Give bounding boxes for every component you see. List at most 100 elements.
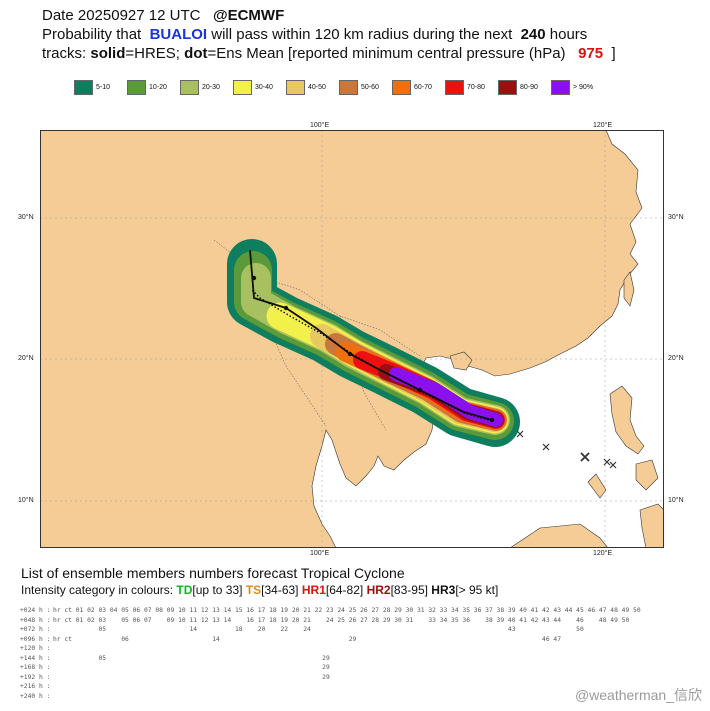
row-label: +168 h :: [20, 664, 51, 671]
row-values: hr ct 01 02 03 04 05 06 07 08 09 10 11 1…: [53, 607, 641, 614]
legend-item: 80-90: [498, 80, 542, 95]
map-frame: [40, 130, 664, 548]
row-values: 05 29: [53, 654, 330, 662]
legend-label: 70-80: [467, 84, 485, 91]
hr2-label: HR2: [366, 583, 391, 597]
legend-swatch: [74, 80, 93, 95]
legend-label: 50-60: [361, 84, 379, 91]
hr1-label: HR1: [301, 583, 326, 597]
legend-item: 70-80: [445, 80, 489, 95]
row-label: +096 h :: [20, 635, 51, 643]
legend-label: 80-90: [520, 84, 538, 91]
track-points: [251, 275, 495, 423]
lat-label-left: 10°N: [18, 497, 34, 504]
table-row: +168 h : 29: [20, 663, 641, 673]
legend-item: 40-50: [286, 80, 330, 95]
ts-label: TS: [245, 583, 262, 597]
lon-label-bottom: 100°E: [310, 550, 330, 557]
pressure-value: 975: [578, 45, 604, 62]
row-values: 29: [53, 664, 330, 671]
table-row: +096 h : hr ct 06 14 29 46 47: [20, 635, 641, 645]
lat-label-left: 20°N: [18, 355, 34, 362]
legend-swatch: [498, 80, 517, 95]
row-values: 29: [53, 673, 330, 681]
other-storm-markers: [516, 430, 617, 469]
legend-item: 50-60: [339, 80, 383, 95]
ensemble-list-title: List of ensemble members numbers forecas…: [21, 565, 405, 581]
philippines-mindanao: [639, 503, 664, 548]
legend-label: 10-20: [149, 84, 167, 91]
legend-label: 20-30: [202, 84, 220, 91]
taiwan-island: [623, 271, 635, 307]
hours-value: 240: [520, 26, 546, 43]
borneo-land: [509, 523, 609, 548]
legend-swatch: [392, 80, 411, 95]
legend-label: 40-50: [308, 84, 326, 91]
table-row: +048 h : hr ct 01 02 03 05 06 07 09 10 11…: [20, 616, 641, 626]
header-line-1: Date 20250927 12 UTC @ECMWF: [42, 6, 284, 25]
row-label: +216 h :: [20, 683, 51, 690]
lat-label-right: 30°N: [668, 214, 684, 221]
row-values: hr ct 01 02 03 05 06 07 09 10 11 12 13 1…: [53, 616, 630, 624]
header-text: Probability that: [42, 26, 142, 43]
table-row: +216 h :: [20, 682, 641, 692]
storm-name: BUALOI: [149, 26, 208, 43]
header-line-3: tracks: solid=HRES; dot=Ens Mean [report…: [42, 44, 616, 63]
legend-label: 5-10: [96, 84, 111, 91]
lat-label-left: 30°N: [18, 214, 34, 221]
header-line-2: Probability that BUALOI will pass within…: [42, 25, 587, 44]
legend-item: > 90%: [551, 80, 595, 95]
table-row: +192 h : 29: [20, 673, 641, 683]
header-text: tracks:: [42, 45, 87, 62]
lat-label-right: 10°N: [668, 497, 684, 504]
luzon-island: [609, 385, 645, 455]
source-label: @ECMWF: [212, 7, 285, 24]
dot-label: dot: [184, 45, 208, 62]
lon-label-top: 120°E: [593, 122, 613, 129]
td-range: [up to 33]: [192, 583, 243, 597]
legend-swatch: [233, 80, 252, 95]
legend-swatch: [445, 80, 464, 95]
legend-item: 10-20: [127, 80, 171, 95]
row-label: +120 h :: [20, 645, 51, 652]
lon-label-top: 100°E: [310, 122, 330, 129]
legend-swatch: [127, 80, 146, 95]
legend-swatch: [551, 80, 570, 95]
table-row: +240 h :: [20, 692, 641, 702]
date-label: Date 20250927 12 UTC: [42, 7, 201, 24]
row-label: +192 h :: [20, 673, 51, 681]
hr3-label: HR3: [431, 583, 456, 597]
solid-label: solid: [90, 45, 126, 62]
legend-item: 20-30: [180, 80, 224, 95]
header-text: will pass within 120 km radius during th…: [211, 26, 513, 43]
legend-label: 30-40: [255, 84, 273, 91]
watermark: @weatherman_信欣: [574, 687, 702, 703]
lon-label-bottom: 120°E: [593, 550, 613, 557]
hr2-range: [83-95]: [390, 583, 428, 597]
legend-swatch: [339, 80, 358, 95]
row-values: 05 14 18 20 22 24 43 50: [53, 626, 584, 633]
ensemble-members-table: +024 h : hr ct 01 02 03 04 05 06 07 08 09…: [20, 606, 641, 701]
probability-map: [40, 130, 664, 548]
row-label: +240 h :: [20, 692, 51, 700]
probability-legend: 5-10 10-20 20-30 30-40 40-50 50-60 60-70 70-80 8…: [74, 80, 604, 95]
hr1-range: [64-82]: [325, 583, 364, 597]
row-label: +048 h :: [20, 616, 51, 624]
intensity-prefix: Intensity category in colours:: [21, 583, 174, 597]
lat-label-right: 20°N: [668, 355, 684, 362]
table-row: +120 h :: [20, 644, 641, 654]
legend-item: 5-10: [74, 80, 118, 95]
header-text: =Ens Mean [reported minimum central pres…: [207, 45, 566, 62]
table-row: +072 h : 05 14 18 20 22 24 43 50: [20, 625, 641, 635]
palawan-island: [587, 473, 607, 499]
row-values: hr ct 06 14 29 46 47: [53, 635, 562, 643]
td-label: TD: [176, 583, 193, 597]
legend-swatch: [286, 80, 305, 95]
hr3-range: [> 95 kt]: [455, 583, 499, 597]
legend-label: 60-70: [414, 84, 432, 91]
header-text: ]: [611, 45, 616, 62]
header-text: =HRES;: [125, 45, 180, 62]
header-text: hours: [549, 26, 588, 43]
legend-item: 60-70: [392, 80, 436, 95]
intensity-legend: Intensity category in colours: TD[up to …: [21, 583, 498, 597]
